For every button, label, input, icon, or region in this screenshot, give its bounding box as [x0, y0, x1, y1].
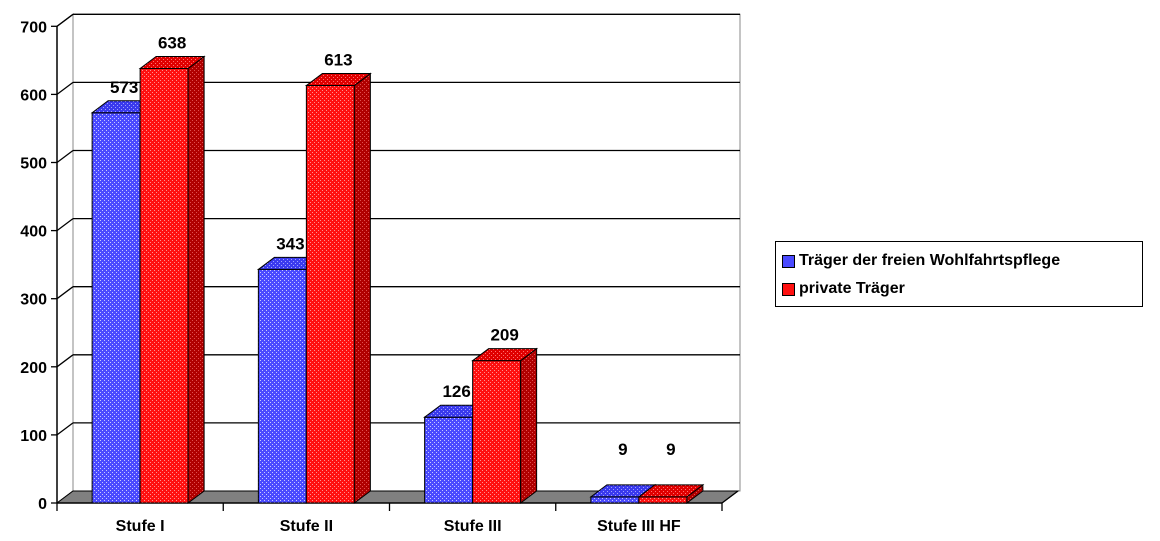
- y-tick-label: 200: [20, 360, 47, 377]
- gridline-side: [56, 149, 74, 164]
- y-tick-label: 700: [20, 19, 47, 36]
- legend-swatch-red: [782, 282, 795, 296]
- y-tick-label: 400: [20, 224, 47, 241]
- bar-private-0: [138, 55, 206, 504]
- x-category-label: Stufe III HF: [597, 518, 681, 535]
- legend: Träger der freien Wohlfahrtspflege priva…: [775, 241, 1143, 307]
- bar-top: [637, 484, 705, 498]
- data-label: 573: [110, 78, 138, 97]
- x-axis-depth: [721, 490, 739, 504]
- y-tick-label: 500: [20, 156, 47, 173]
- y-tick-label: 300: [20, 292, 47, 309]
- bar-side: [353, 72, 371, 504]
- bar-private-1: [304, 72, 372, 504]
- x-category-label: Stufe III: [444, 518, 502, 535]
- data-label: 209: [490, 326, 518, 345]
- bar-front: [91, 112, 141, 504]
- data-label: 9: [618, 440, 627, 459]
- bar-front: [257, 268, 307, 504]
- bar-front: [590, 496, 640, 504]
- legend-swatch-blue: [782, 254, 795, 268]
- labels: 573 638 343 613 126 209 9 9: [110, 34, 676, 459]
- legend-label: Träger der freien Wohlfahrtspflege: [799, 252, 1061, 269]
- bar-private-3: [637, 483, 705, 504]
- x-category-label: Stufe II: [280, 518, 333, 535]
- bar-front: [305, 85, 355, 504]
- data-label: 343: [276, 234, 304, 253]
- gridline-side: [56, 286, 74, 300]
- bar-side: [520, 347, 538, 504]
- gridline-side: [56, 218, 74, 232]
- x-category-label: Stufe I: [116, 518, 165, 535]
- legend-item-private-traeger: private Träger: [782, 279, 905, 299]
- bar-front: [472, 360, 522, 504]
- data-label: 638: [158, 34, 186, 53]
- data-label: 613: [324, 51, 352, 70]
- data-label: 126: [442, 382, 470, 401]
- bar-front: [424, 416, 474, 504]
- gridline-side: [56, 354, 74, 368]
- bar-side: [187, 55, 205, 504]
- bar-private-2: [471, 347, 539, 504]
- legend-item-freie-traeger: Träger der freien Wohlfahrtspflege: [782, 251, 1060, 271]
- bar-top: [304, 73, 372, 87]
- bar-front: [139, 68, 189, 504]
- y-tick-label: 600: [20, 87, 47, 104]
- data-label: 9: [666, 440, 675, 459]
- legend-label: private Träger: [799, 280, 905, 297]
- bar-top: [138, 56, 206, 70]
- bars: [90, 55, 705, 504]
- gridline-side: [56, 81, 74, 95]
- bar-front: [638, 496, 688, 504]
- y-tick-label: 100: [20, 428, 47, 445]
- gridline-side: [56, 13, 74, 27]
- bar-top: [471, 348, 539, 362]
- gridline-side: [56, 422, 74, 436]
- y-tick-label: 0: [38, 496, 47, 513]
